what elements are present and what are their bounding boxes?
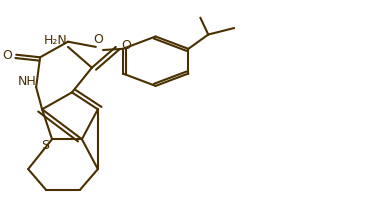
Text: S: S — [41, 139, 49, 152]
Text: O: O — [3, 49, 12, 62]
Text: H₂N: H₂N — [43, 34, 67, 47]
Text: O: O — [93, 33, 103, 46]
Text: NH: NH — [18, 75, 37, 88]
Text: O: O — [122, 39, 132, 52]
